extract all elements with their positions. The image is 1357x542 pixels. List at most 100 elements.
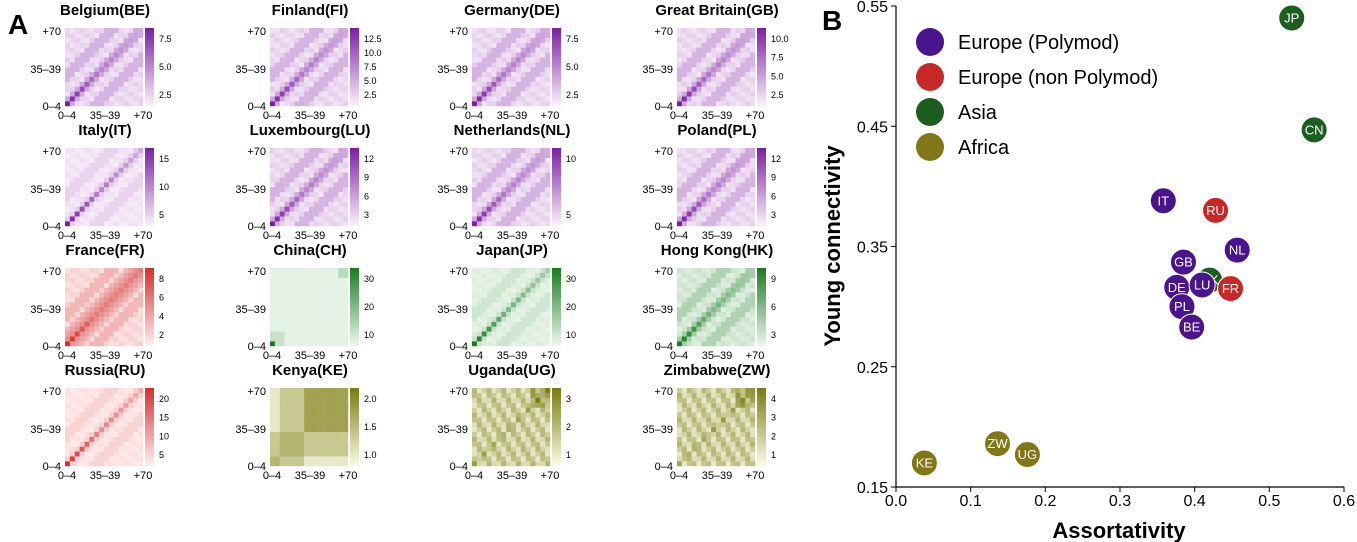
heatmap-cell [740,47,746,53]
heatmap-cell [720,302,726,308]
heatmap-cell [520,287,526,293]
heatmap-cell [535,96,541,102]
heatmap-cell [69,162,75,168]
heatmap-cell [323,307,329,313]
heatmap-cell [69,446,75,452]
heatmap-cell [313,57,319,63]
heatmap-cell [525,28,531,34]
heatmap-cell [69,307,75,313]
heatmap-cell [706,162,712,168]
heatmap-cell [279,461,285,467]
heatmap-cell [735,81,741,87]
heatmap-cell [706,441,712,447]
heatmap-cell [299,57,305,63]
heatmap-cell [69,206,75,212]
heatmap-cell [720,91,726,97]
heatmap-cell [701,436,707,442]
heatmap-cell [540,81,546,87]
heatmap-cell [506,162,512,168]
heatmap-cell [313,417,319,423]
heatmap-cell [104,407,110,413]
heatmap-cell [491,42,497,48]
heatmap-cell [69,431,75,437]
heatmap-cell [472,407,478,413]
heatmap-cell [304,47,310,53]
heatmap-cell [491,32,497,38]
heatmap-cell [701,282,707,288]
heatmap-cell [711,42,717,48]
heatmap-cell [343,307,349,313]
heatmap-cell [696,206,702,212]
heatmap-cell [284,392,290,398]
heatmap-cell [686,446,692,452]
heatmap-cell [496,32,502,38]
heatmap-cell [84,417,90,423]
heatmap-cell [681,101,687,107]
heatmap-cell [750,388,756,394]
heatmap-cell [750,187,756,193]
heatmap-cell [279,412,285,418]
heatmap-cell [123,297,129,303]
heatmap-cell [118,67,124,73]
heatmap-cell [706,201,712,207]
heatmap-cell [74,431,80,437]
heatmap-cell [69,292,75,298]
heatmap-cell [745,331,751,337]
heatmap-cell [118,221,124,227]
heatmap-cell [545,461,551,467]
heatmap-cell [501,412,507,418]
heatmap-cell [472,388,478,394]
heatmap-cell [496,52,502,58]
heatmap-cell [104,196,110,202]
heatmap-cell [270,157,276,163]
heatmap-cell [481,187,487,193]
heatmap-title: Finland(FI) [272,2,349,19]
heatmap-cell [677,152,683,158]
heatmap-cell [318,302,324,308]
heatmap-cell [289,172,295,178]
heatmap-cell [725,388,731,394]
heatmap-cell [520,422,526,428]
heatmap-cell [686,81,692,87]
heatmap-cell [338,201,344,207]
heatmap-cell [525,76,531,82]
heatmap-cell [313,407,319,413]
heatmap-cell [128,57,134,63]
heatmap-cell [313,221,319,227]
heatmap-cell [79,297,85,303]
heatmap-cell [686,182,692,188]
heatmap-cell [279,162,285,168]
heatmap-cell [491,311,497,317]
heatmap-cell [511,37,517,43]
heatmap-cell [104,172,110,178]
heatmap-cell [701,311,707,317]
heatmap-cell [491,431,497,437]
heatmap-cell [696,268,702,274]
heatmap-cell [79,307,85,313]
heatmap-cell [525,62,531,68]
y-tick-label: 0–4 [43,221,61,233]
heatmap-cell [506,417,512,423]
heatmap-cell [730,307,736,313]
heatmap-cell [113,216,119,222]
heatmap-cell [545,96,551,102]
heatmap-cell [318,282,324,288]
heatmap-cell [128,451,134,457]
y-tick-label: 0–4 [655,101,673,113]
heatmap-cell [725,32,731,38]
heatmap-cell [318,326,324,332]
heatmap-cell [343,32,349,38]
heatmap-cell [309,302,315,308]
heatmap-cell [304,412,310,418]
point-marker [1217,275,1245,303]
heatmap-cell [491,272,497,278]
heatmap-cell [318,297,324,303]
y-tick-label: +70 [247,386,266,398]
heatmap-cell [716,216,722,222]
heatmap-cell [289,336,295,342]
heatmap-cell [270,326,276,332]
heatmap-cell [696,81,702,87]
y-tick-label: 0–4 [655,341,673,353]
heatmap-cell [333,392,339,398]
